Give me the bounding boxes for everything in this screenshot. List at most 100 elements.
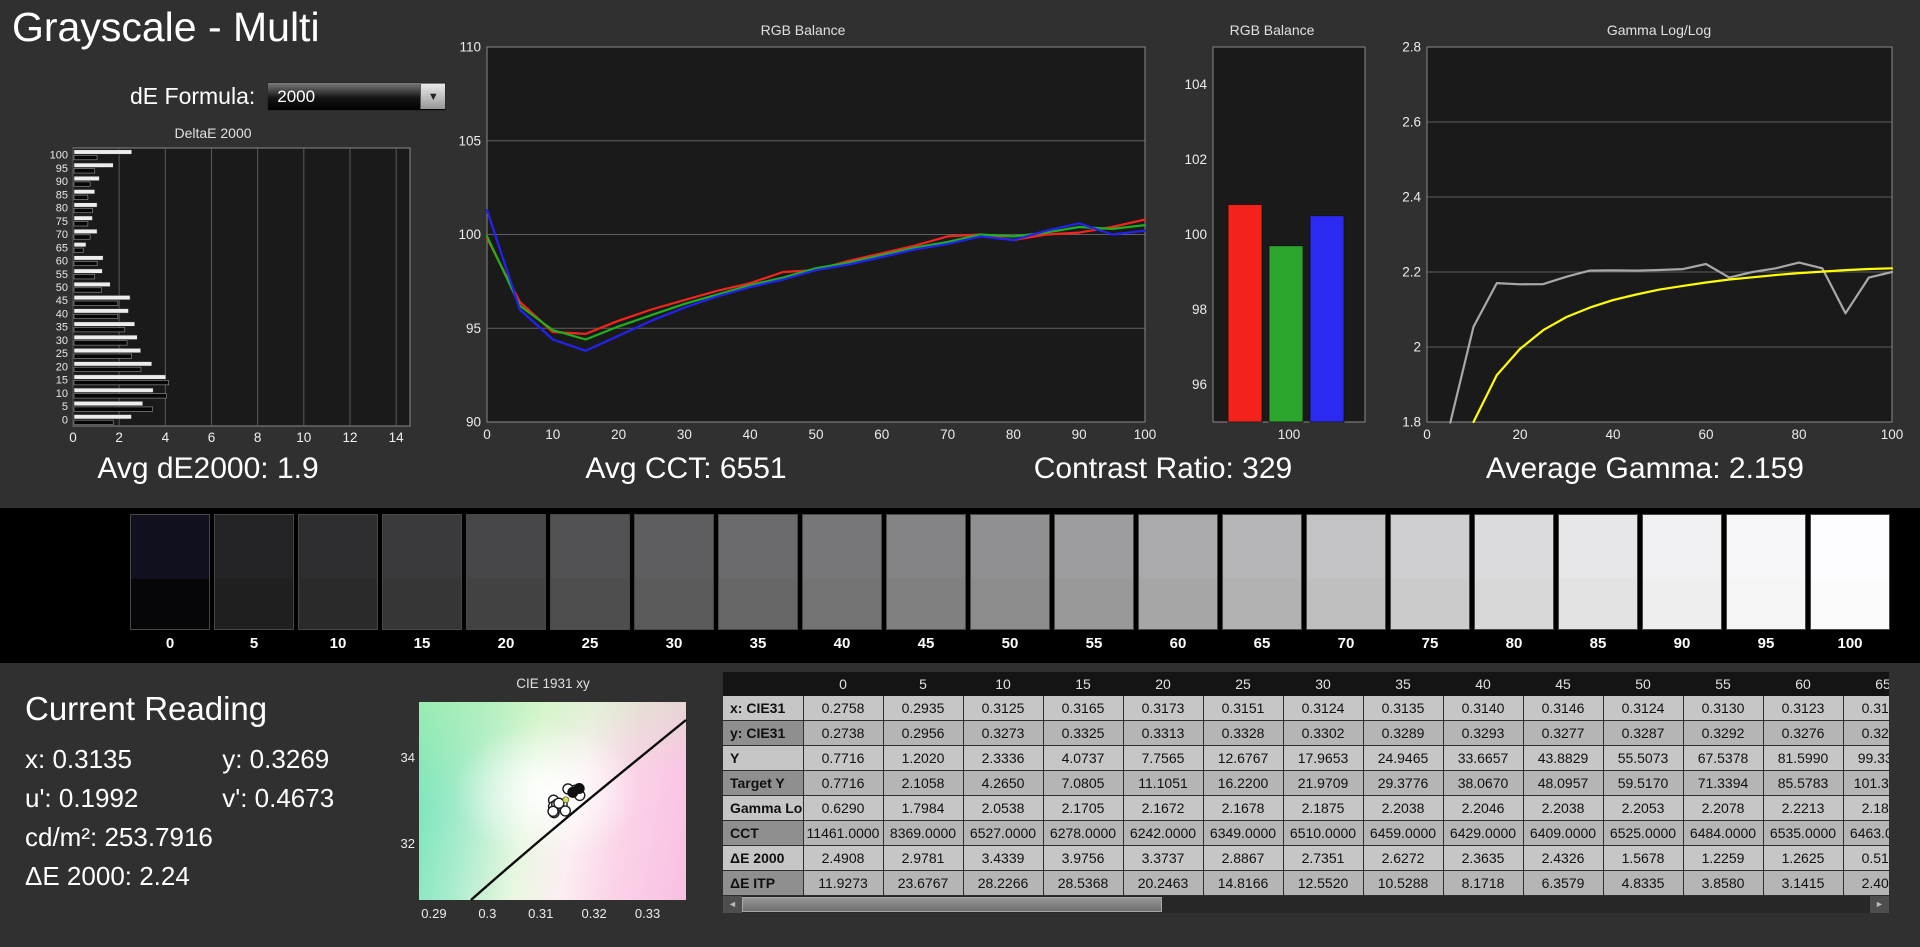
svg-text:0: 0: [62, 414, 68, 426]
swatch-level-label: 45: [917, 635, 935, 652]
swatch-level-label: 15: [413, 635, 431, 652]
current-reading-panel: Current Reading x: 0.3135 y: 0.3269 u': …: [25, 690, 334, 900]
swatch-actual-color: [1391, 515, 1469, 579]
svg-text:98: 98: [1192, 302, 1207, 317]
svg-text:100: 100: [458, 227, 481, 242]
contrast-ratio-stat: Contrast Ratio: 329: [1033, 452, 1293, 485]
table-cell: 0.2935: [883, 696, 964, 721]
table-cell: 2.0538: [963, 795, 1044, 821]
column-header: 25: [1203, 672, 1283, 696]
table-cell: 2.2038: [1363, 795, 1444, 821]
table-cell: 0.3134: [1843, 696, 1889, 721]
table-cell: 6535.0000: [1763, 820, 1844, 846]
swatch-actual-color: [803, 515, 881, 579]
table-cell: 2.1672: [1123, 795, 1204, 821]
de-formula-label: dE Formula:: [130, 83, 256, 109]
table-cell: 2.3336: [963, 745, 1044, 771]
table-cell: 12.5520: [1283, 870, 1364, 896]
grayscale-swatch: 95: [1726, 514, 1806, 652]
swatch-actual-color: [1139, 515, 1217, 579]
grayscale-swatch: 5: [214, 514, 294, 652]
swatch-target-color: [299, 579, 377, 629]
table-cell: 2.2046: [1443, 795, 1524, 821]
swatch-actual-color: [551, 515, 629, 579]
svg-text:110: 110: [459, 40, 481, 55]
svg-text:30: 30: [56, 335, 68, 347]
swatch-target-color: [1055, 579, 1133, 629]
reading-row: cd/m²: 253.7916: [25, 822, 334, 861]
swatch-actual-color: [1811, 515, 1889, 579]
svg-text:60: 60: [1698, 427, 1713, 442]
svg-text:105: 105: [458, 133, 481, 148]
de-formula-dropdown[interactable]: 2000 ▼: [267, 82, 447, 111]
table-cell: 2.4908: [803, 845, 884, 871]
swatch-level-label: 85: [1589, 635, 1607, 652]
table-cell: 38.0670: [1443, 770, 1524, 796]
reading-v: v': 0.4673: [222, 783, 335, 813]
table-cell: 99.3383: [1843, 745, 1889, 771]
column-header: 65: [1843, 672, 1889, 696]
grayscale-swatch: 70: [1306, 514, 1386, 652]
table-cell: 6463.0000: [1843, 820, 1889, 846]
table-cell: 48.0957: [1523, 770, 1604, 796]
svg-text:100: 100: [1184, 227, 1207, 242]
swatch-level-label: 0: [165, 635, 175, 652]
swatch-target-color: [551, 579, 629, 629]
svg-text:0.32: 0.32: [400, 836, 415, 851]
table-cell: 67.5378: [1683, 745, 1764, 771]
table-horizontal-scrollbar[interactable]: ◄ ►: [723, 896, 1889, 913]
scrollbar-thumb[interactable]: [742, 897, 1162, 912]
measurement-table-grid: 0 5 10 15 20 25 30 35 40 45 50 55 60 65 x: CIE31 0.2758…: [723, 672, 1889, 896]
column-header: 60: [1763, 672, 1843, 696]
avg-cct-stat: Avg CCT: 6551: [585, 452, 787, 485]
gamma-loglog-chart: 2.8 2.6 2.4 2.2 2 1.80 20 40 60 80 100 Gamma Log/Lo…: [1402, 22, 1903, 442]
svg-text:75: 75: [56, 216, 68, 228]
table-cell: 29.3776: [1363, 770, 1444, 796]
scroll-left-button[interactable]: ◄: [723, 896, 742, 913]
svg-text:30: 30: [677, 427, 692, 442]
table-cell: 1.7984: [883, 795, 964, 821]
table-cell: 0.2758: [803, 696, 884, 721]
svg-text:2.6: 2.6: [1402, 115, 1421, 130]
grayscale-swatch: 75: [1390, 514, 1470, 652]
table-cell: 0.3277: [1523, 720, 1604, 746]
svg-text:70: 70: [940, 427, 955, 442]
swatch-actual-color: [215, 515, 293, 579]
table-cell: 2.1678: [1203, 795, 1284, 821]
svg-text:20: 20: [611, 427, 626, 442]
swatch-actual-color: [467, 515, 545, 579]
table-cell: 6349.0000: [1203, 820, 1284, 846]
row-label: Target Y: [723, 770, 804, 796]
grayscale-swatch: 65: [1222, 514, 1302, 652]
row-label: x: CIE31: [723, 696, 804, 721]
table-cell: 6459.0000: [1363, 820, 1444, 846]
table-cell: 7.0805: [1043, 770, 1124, 796]
cie-overlay: 0.34 0.32 0.29 0.3 0.31 0.32 0.33 CIE 1931 xy: [400, 676, 687, 921]
scroll-right-button[interactable]: ►: [1870, 896, 1889, 913]
reading-y: y: 0.3269: [222, 744, 330, 774]
table-cell: 4.2650: [963, 770, 1044, 796]
svg-text:4: 4: [162, 430, 170, 445]
svg-text:70: 70: [56, 229, 68, 241]
grayscale-swatch: 100: [1810, 514, 1890, 652]
measurement-table: 0 5 10 15 20 25 30 35 40 45 50 55 60 65 x: CIE31 0.2758…: [723, 672, 1889, 913]
table-row: Target Y 0.7716 2.1058 4.2650 7.0805 11.1051 1…: [723, 770, 1889, 796]
swatch-level-label: 100: [1837, 635, 1863, 652]
svg-text:2.4: 2.4: [1402, 190, 1421, 205]
svg-text:8: 8: [254, 430, 262, 445]
de-formula-value: 2000: [277, 86, 316, 106]
swatch-level-label: 40: [833, 635, 851, 652]
table-cell: 6.3579: [1523, 870, 1604, 896]
table-cell: 0.3124: [1283, 696, 1364, 721]
table-cell: 0.3293: [1443, 720, 1524, 746]
swatch-level-label: 30: [665, 635, 683, 652]
table-cell: 0.3135: [1363, 696, 1444, 721]
table-cell: 28.5368: [1043, 870, 1124, 896]
table-cell: 11.9273: [803, 870, 884, 896]
table-cell: 8.1718: [1443, 870, 1524, 896]
table-cell: 0.3125: [963, 696, 1044, 721]
reading-de2000: ΔE 2000: 2.24: [25, 861, 190, 891]
swatch-target-color: [1307, 579, 1385, 629]
table-cell: 71.3394: [1683, 770, 1764, 796]
